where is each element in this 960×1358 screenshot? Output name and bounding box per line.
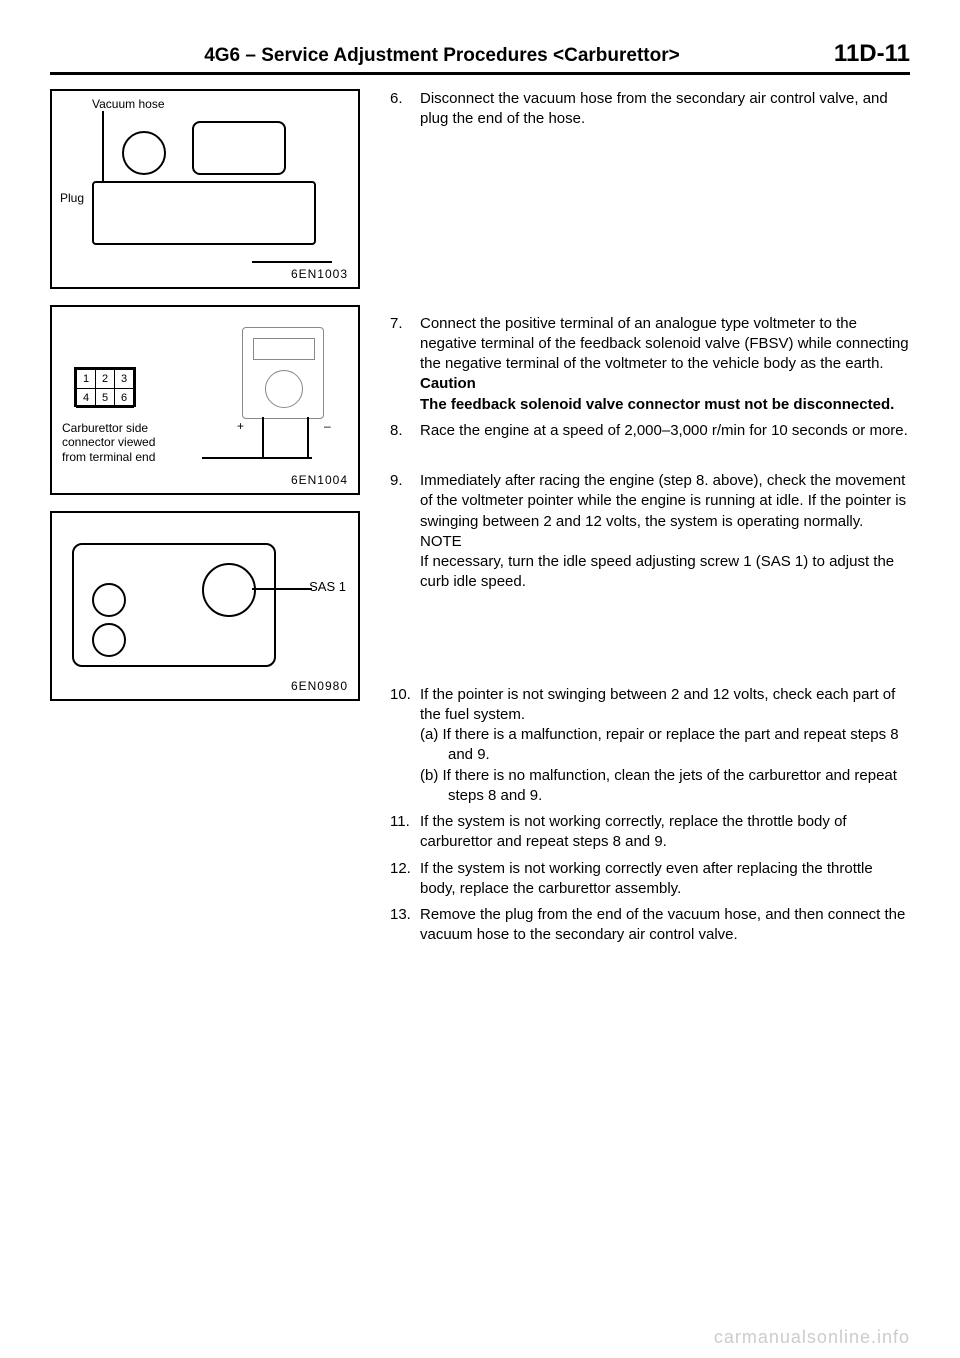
procedure-list: 6. Disconnect the vacuum hose from the s… <box>390 89 910 946</box>
figure-connector-voltmeter: 1 2 3 4 5 6 <box>50 305 360 495</box>
hose-loop-shape <box>122 131 166 175</box>
step-7-num: 7. <box>390 314 420 415</box>
label-sas1: SAS 1 <box>309 579 346 594</box>
step-9-num: 9. <box>390 471 420 593</box>
step-11: 11. If the system is not working correct… <box>390 812 910 853</box>
step-11-num: 11. <box>390 812 420 853</box>
figure-sas1: SAS 1 6EN0980 <box>50 511 360 701</box>
pin-3: 3 <box>115 370 134 389</box>
watermark: carmanualsonline.info <box>714 1327 910 1348</box>
voltmeter-body <box>242 327 324 419</box>
pin-4: 4 <box>77 389 96 408</box>
bolt-1 <box>92 583 126 617</box>
figure-code-2: 6EN1004 <box>291 473 348 487</box>
pin-2: 2 <box>96 370 115 389</box>
figure-vacuum-hose: Vacuum hose Plug 6EN1003 <box>50 89 360 289</box>
step-7: 7. Connect the positive terminal of an a… <box>390 314 910 415</box>
step-9-text: Immediately after racing the engine (ste… <box>420 471 910 593</box>
step-12-num: 12. <box>390 859 420 900</box>
note-label: NOTE <box>420 533 462 550</box>
step-13: 13. Remove the plug from the end of the … <box>390 905 910 946</box>
page-number: 11D-11 <box>834 40 910 68</box>
figure-code-1: 6EN1003 <box>291 267 348 281</box>
label-carb-side: Carburettor side connector viewed from t… <box>62 421 155 464</box>
gap-3 <box>390 599 910 685</box>
label-minus: – <box>324 419 331 433</box>
right-column: 6. Disconnect the vacuum hose from the s… <box>390 89 910 952</box>
header-title: 4G6 – Service Adjustment Procedures <Car… <box>50 45 834 67</box>
step-7-body: Connect the positive terminal of an anal… <box>420 315 909 373</box>
hose-line <box>102 111 104 181</box>
step-12-text: If the system is not working correctly e… <box>420 859 910 900</box>
label-plus: + <box>237 419 244 433</box>
step-6-num: 6. <box>390 89 420 130</box>
label-plug: Plug <box>60 191 84 205</box>
left-column: Vacuum hose Plug 6EN1003 1 2 <box>50 89 360 952</box>
pin-5: 5 <box>96 389 115 408</box>
step-10-text: If the pointer is not swinging between 2… <box>420 685 910 807</box>
sas1-leader <box>252 588 312 590</box>
voltmeter-screen <box>253 338 315 360</box>
lead-plus <box>262 417 264 457</box>
caution-text: The feedback solenoid valve connector mu… <box>420 396 894 413</box>
step-13-num: 13. <box>390 905 420 946</box>
page: 4G6 – Service Adjustment Procedures <Car… <box>0 0 960 1358</box>
bolt-2 <box>92 623 126 657</box>
step-10-num: 10. <box>390 685 420 807</box>
lead-base <box>202 457 312 459</box>
label-vacuum-hose: Vacuum hose <box>92 97 165 111</box>
engine-body-shape <box>92 181 316 245</box>
figure-code-3: 6EN0980 <box>291 679 348 693</box>
page-header: 4G6 – Service Adjustment Procedures <Car… <box>50 40 910 75</box>
step-8: 8. Race the engine at a speed of 2,000–3… <box>390 421 910 441</box>
pin-6: 6 <box>115 389 134 408</box>
step-9: 9. Immediately after racing the engine (… <box>390 471 910 593</box>
content-columns: Vacuum hose Plug 6EN1003 1 2 <box>50 89 910 952</box>
gap-1 <box>390 136 910 314</box>
pin-1: 1 <box>77 370 96 389</box>
step-10a: (a) If there is a malfunction, repair or… <box>420 725 910 766</box>
step-7-text: Connect the positive terminal of an anal… <box>420 314 910 415</box>
adjust-knob <box>202 563 256 617</box>
note-text: If necessary, turn the idle speed adjust… <box>420 553 894 590</box>
connector-grid: 1 2 3 4 5 6 <box>74 367 136 407</box>
step-11-text: If the system is not working correctly, … <box>420 812 910 853</box>
step-10b: (b) If there is no malfunction, clean th… <box>420 766 910 807</box>
step-10: 10. If the pointer is not swinging betwe… <box>390 685 910 807</box>
step-13-text: Remove the plug from the end of the vacu… <box>420 905 910 946</box>
carb-top-shape <box>192 121 286 175</box>
step-12: 12. If the system is not working correct… <box>390 859 910 900</box>
step-8-text: Race the engine at a speed of 2,000–3,00… <box>420 421 910 441</box>
step-6: 6. Disconnect the vacuum hose from the s… <box>390 89 910 130</box>
step-6-text: Disconnect the vacuum hose from the seco… <box>420 89 910 130</box>
voltmeter-dial <box>265 370 303 408</box>
caution-label: Caution <box>420 375 476 392</box>
code-leader <box>252 261 332 263</box>
step-8-num: 8. <box>390 421 420 441</box>
step-10-body: If the pointer is not swinging between 2… <box>420 686 895 723</box>
lead-minus <box>307 417 309 457</box>
step-9-body: Immediately after racing the engine (ste… <box>420 472 906 530</box>
gap-2 <box>390 447 910 471</box>
